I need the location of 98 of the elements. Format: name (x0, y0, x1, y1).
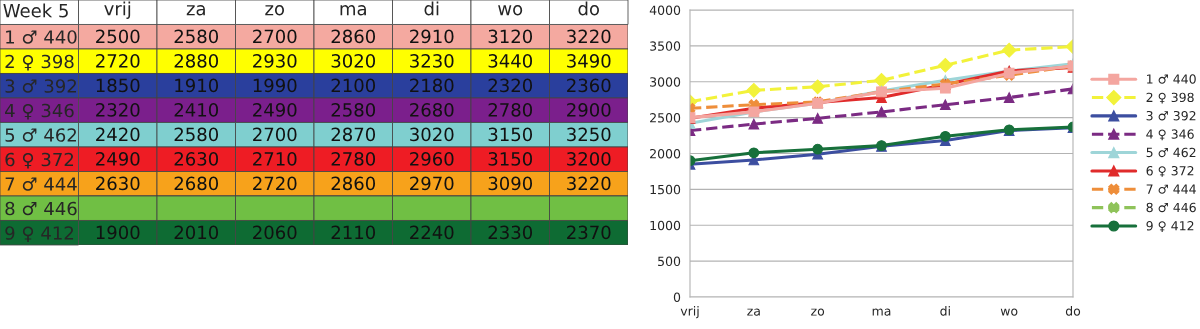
data-label: 2680 (174, 176, 219, 191)
data-label: 2910 (410, 29, 454, 44)
data-label: 3440 (488, 54, 533, 68)
x-tick-label: wo (1000, 308, 1018, 316)
data-label: 3200 (567, 152, 611, 166)
data-label: 2900 (567, 103, 611, 117)
data-label: 2060 (253, 225, 297, 240)
y-tick-label: 7 ♂ 444 (5, 177, 77, 191)
data-label: 1990 (253, 78, 297, 93)
data-label: 2010 (174, 225, 219, 240)
data-label: 2240 (410, 225, 454, 240)
data-label: 2500 (96, 29, 140, 44)
data-label: 3220 (567, 176, 611, 191)
data-label: 3020 (410, 127, 454, 142)
legend-label: 4 ♀ 346 (1146, 129, 1194, 141)
x-tick-label: di (424, 1, 439, 16)
data-label: 2680 (410, 103, 454, 117)
y-tick-label: 3500 (650, 41, 681, 51)
y-tick-label: 0 (673, 292, 681, 302)
y-tick-label: 1000 (650, 220, 681, 231)
y-tick-label: 5 ♂ 462 (5, 128, 76, 142)
data-label: 2630 (96, 176, 140, 191)
x-tick-label: do (1065, 306, 1081, 316)
data-label: 2780 (488, 103, 533, 117)
data-label: 2360 (567, 78, 611, 93)
x-tick-label: zo (811, 308, 825, 316)
y-tick-label: 500 (658, 256, 681, 267)
data-label: 2870 (331, 127, 376, 142)
data-label: 2700 (253, 29, 297, 44)
data-label: 2860 (331, 29, 376, 44)
data-label: 2780 (331, 152, 376, 166)
y-tick-label: 2000 (650, 148, 681, 159)
y-tick-label: 2500 (650, 113, 681, 123)
y-tick-label: 2 ♀ 398 (5, 54, 74, 71)
data-label: 1910 (175, 78, 219, 93)
y-tick-label: 6 ♀ 372 (5, 152, 74, 169)
data-label: 2880 (174, 54, 219, 68)
x-tick-label: wo (498, 5, 523, 16)
legend-label: 5 ♂ 462 (1146, 147, 1196, 158)
data-label: 2320 (488, 78, 533, 93)
legend-label: 2 ♀ 398 (1146, 92, 1194, 104)
legend-label: 1 ♂ 440 (1147, 74, 1196, 84)
data-label: 2180 (410, 78, 454, 93)
data-label: 2370 (567, 225, 611, 240)
y-tick-label: 9 ♀ 412 (5, 226, 74, 242)
y-axis-title: Week 5 (3, 3, 68, 18)
data-label: 2110 (331, 225, 376, 240)
data-label: 3220 (567, 29, 611, 44)
x-tick-label: di (940, 306, 950, 316)
y-tick-label: 1 ♂ 440 (6, 30, 77, 44)
data-label: 2960 (410, 152, 454, 166)
data-label: 1850 (96, 78, 140, 93)
data-label: 2970 (410, 176, 454, 191)
y-tick-label: 1500 (650, 184, 681, 195)
x-tick-label: zo (265, 5, 285, 16)
legend-label: 8 ♂ 446 (1146, 202, 1196, 213)
data-label: 2490 (96, 152, 140, 166)
data-label: 2720 (253, 176, 297, 191)
y-tick-label: 8 ♂ 446 (5, 201, 77, 216)
data-label: 2410 (174, 103, 219, 117)
x-tick-label: ma (340, 5, 366, 16)
y-tick-label: 3000 (650, 77, 681, 87)
data-label: 2490 (253, 103, 297, 117)
data-label: 3230 (410, 54, 454, 68)
y-tick-label: 3 ♂ 392 (5, 79, 76, 93)
legend-label: 9 ♀ 412 (1146, 221, 1194, 232)
y-tick-label: 4000 (649, 5, 681, 15)
data-label: 2320 (96, 103, 140, 117)
x-tick-label: za (186, 5, 205, 16)
data-label: 1900 (96, 225, 140, 240)
data-label: 3150 (488, 127, 533, 142)
data-label: 2580 (174, 29, 219, 44)
data-label: 3150 (488, 152, 533, 166)
data-label: 2630 (174, 152, 219, 166)
x-tick-label: za (747, 308, 760, 316)
data-label: 2930 (253, 54, 297, 68)
legend-label: 6 ♀ 372 (1146, 166, 1194, 177)
x-tick-label: ma (872, 308, 891, 316)
data-label: 2100 (331, 78, 376, 93)
data-label: 2580 (331, 103, 376, 117)
data-label: 2330 (488, 225, 533, 240)
data-label: 2720 (96, 54, 140, 68)
data-label: 3020 (331, 54, 376, 68)
x-tick-label: vrij (680, 306, 699, 319)
data-label: 2700 (253, 127, 297, 142)
x-tick-label: do (578, 1, 600, 16)
y-tick-label: 4 ♀ 346 (5, 103, 74, 120)
data-label: 3120 (488, 29, 533, 44)
data-label: 2860 (331, 176, 376, 191)
data-label: 3090 (488, 176, 533, 191)
legend-label: 7 ♂ 444 (1146, 184, 1196, 194)
x-tick-label: vrij (104, 1, 131, 19)
data-label: 3490 (567, 54, 611, 68)
data-label: 2580 (174, 127, 219, 142)
legend-label: 3 ♂ 392 (1146, 110, 1196, 121)
data-label: 2420 (96, 127, 140, 142)
data-label: 2710 (253, 152, 297, 166)
data-label: 3250 (567, 127, 611, 142)
